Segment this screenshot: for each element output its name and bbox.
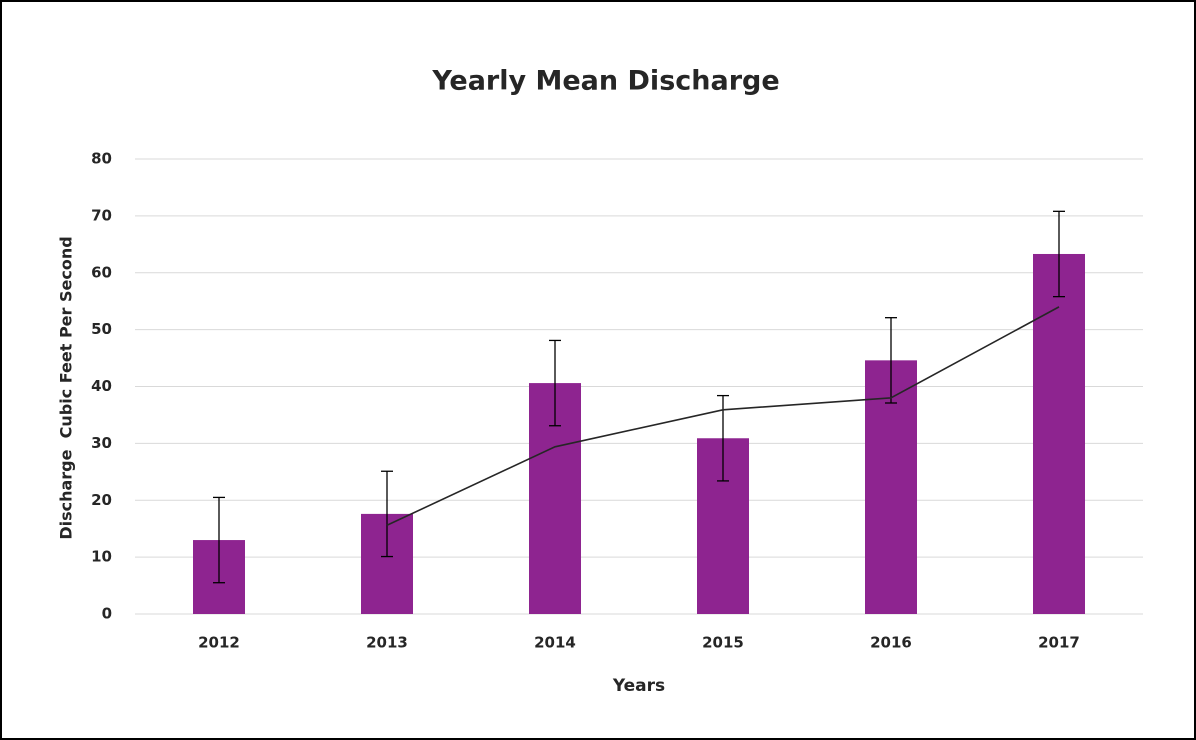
y-tick-label: 70	[91, 206, 112, 224]
y-tick-label: 40	[91, 377, 112, 395]
x-tick-label: 2012	[198, 634, 240, 652]
x-tick-label: 2015	[702, 634, 744, 652]
bar	[1033, 253, 1085, 614]
error-bar	[1053, 210, 1065, 298]
y-tick-label: 10	[91, 548, 112, 566]
y-tick-label: 30	[91, 434, 112, 452]
x-axis-title: Years	[612, 676, 665, 696]
x-tick-label: 2014	[534, 634, 576, 652]
y-tick-label: 80	[91, 150, 112, 168]
error-bar	[213, 496, 225, 584]
x-tick-label: 2017	[1038, 634, 1080, 652]
x-tick-label: 2016	[870, 634, 912, 652]
y-tick-label: 0	[102, 605, 112, 623]
y-axis-title: Discharge Cubic Feet Per Second	[57, 236, 76, 539]
x-tick-label: 2013	[366, 634, 408, 652]
error-bar	[885, 317, 897, 404]
error-bar	[381, 470, 393, 558]
trend-line	[386, 306, 1060, 526]
y-tick-label: 20	[91, 491, 112, 509]
y-tick-label: 60	[91, 263, 112, 281]
error-bar	[549, 339, 561, 427]
y-tick-label: 50	[91, 320, 112, 338]
chart-title: Yearly Mean Discharge	[431, 66, 779, 97]
